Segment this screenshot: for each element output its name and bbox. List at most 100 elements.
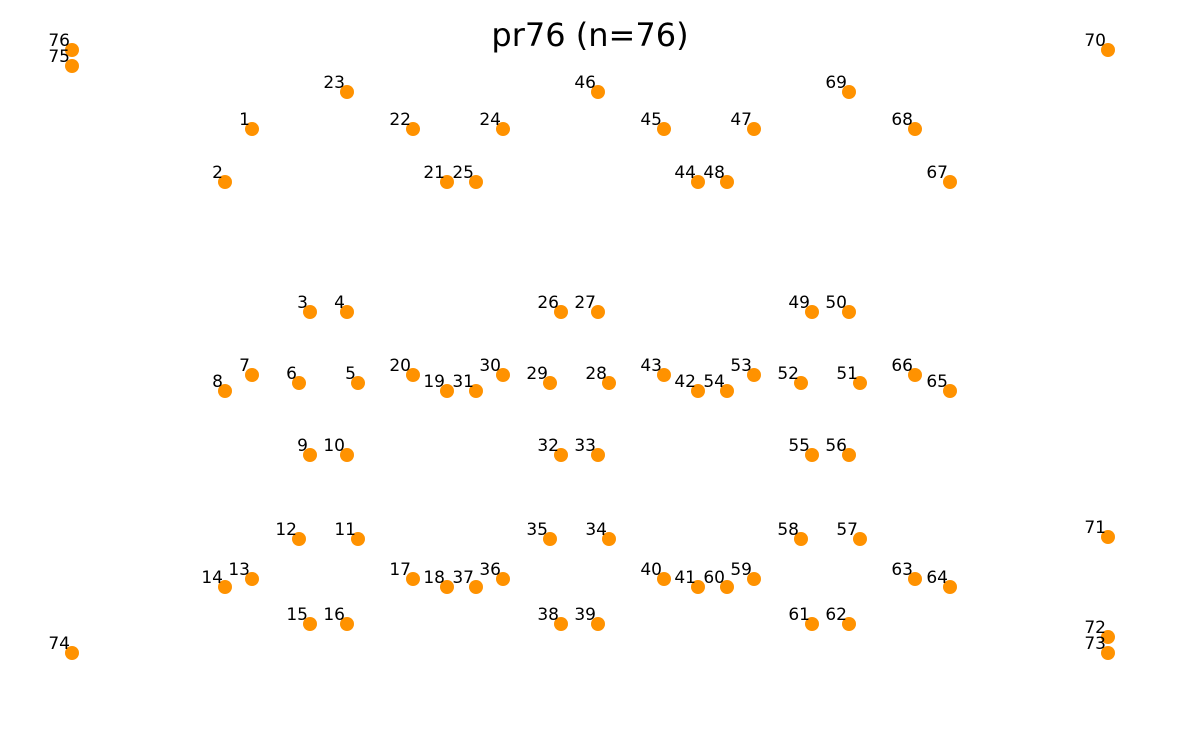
- point-label-17: 17: [389, 560, 411, 580]
- point-label-45: 45: [640, 110, 662, 130]
- scatter-point-23: [340, 85, 354, 99]
- point-label-9: 9: [297, 436, 308, 456]
- scatter-point-4: [340, 305, 354, 319]
- point-label-1: 1: [239, 110, 250, 130]
- scatter-point-39: [591, 617, 605, 631]
- point-label-60: 60: [703, 568, 725, 588]
- point-label-64: 64: [926, 568, 948, 588]
- point-label-66: 66: [891, 356, 913, 376]
- point-label-8: 8: [212, 372, 223, 392]
- scatter-point-51: [853, 376, 867, 390]
- scatter-point-1: [245, 122, 259, 136]
- points-layer: [65, 43, 1115, 660]
- scatter-point-24: [496, 122, 510, 136]
- scatter-point-63: [908, 572, 922, 586]
- point-label-54: 54: [703, 372, 725, 392]
- point-label-47: 47: [730, 110, 752, 130]
- point-label-37: 37: [452, 568, 474, 588]
- point-label-74: 74: [48, 634, 70, 654]
- point-label-5: 5: [345, 364, 356, 384]
- scatter-point-37: [469, 580, 483, 594]
- point-label-40: 40: [640, 560, 662, 580]
- scatter-point-3: [303, 305, 317, 319]
- point-label-7: 7: [239, 356, 250, 376]
- scatter-point-50: [842, 305, 856, 319]
- scatter-point-9: [303, 448, 317, 462]
- scatter-point-53: [747, 368, 761, 382]
- point-label-15: 15: [286, 605, 308, 625]
- scatter-point-36: [496, 572, 510, 586]
- point-label-73: 73: [1084, 634, 1106, 654]
- scatter-point-67: [943, 175, 957, 189]
- scatter-point-71: [1101, 530, 1115, 544]
- scatter-point-62: [842, 617, 856, 631]
- point-label-58: 58: [777, 520, 799, 540]
- scatter-point-60: [720, 580, 734, 594]
- scatter-point-7: [245, 368, 259, 382]
- point-label-59: 59: [730, 560, 752, 580]
- scatter-point-70: [1101, 43, 1115, 57]
- point-label-70: 70: [1084, 31, 1106, 51]
- point-label-35: 35: [526, 520, 548, 540]
- scatter-point-31: [469, 384, 483, 398]
- scatter-point-47: [747, 122, 761, 136]
- point-label-50: 50: [825, 293, 847, 313]
- point-label-65: 65: [926, 372, 948, 392]
- scatter-point-44: [691, 175, 705, 189]
- point-label-25: 25: [452, 163, 474, 183]
- scatter-point-55: [805, 448, 819, 462]
- point-label-16: 16: [323, 605, 345, 625]
- point-label-36: 36: [479, 560, 501, 580]
- scatter-point-13: [245, 572, 259, 586]
- scatter-point-56: [842, 448, 856, 462]
- scatter-point-19: [440, 384, 454, 398]
- scatter-point-58: [794, 532, 808, 546]
- point-label-44: 44: [674, 163, 696, 183]
- scatter-point-49: [805, 305, 819, 319]
- point-label-56: 56: [825, 436, 847, 456]
- scatter-point-29: [543, 376, 557, 390]
- point-label-55: 55: [788, 436, 810, 456]
- scatter-point-21: [440, 175, 454, 189]
- point-label-69: 69: [825, 73, 847, 93]
- scatter-point-33: [591, 448, 605, 462]
- scatter-point-2: [218, 175, 232, 189]
- scatter-point-17: [406, 572, 420, 586]
- scatter-point-73: [1101, 646, 1115, 660]
- scatter-point-32: [554, 448, 568, 462]
- scatter-point-61: [805, 617, 819, 631]
- point-label-31: 31: [452, 372, 474, 392]
- scatter-point-65: [943, 384, 957, 398]
- scatter-point-18: [440, 580, 454, 594]
- scatter-point-46: [591, 85, 605, 99]
- scatter-point-40: [657, 572, 671, 586]
- scatter-point-22: [406, 122, 420, 136]
- point-label-23: 23: [323, 73, 345, 93]
- scatter-point-68: [908, 122, 922, 136]
- scatter-point-57: [853, 532, 867, 546]
- point-label-32: 32: [537, 436, 559, 456]
- scatter-point-52: [794, 376, 808, 390]
- point-label-51: 51: [836, 364, 858, 384]
- point-label-13: 13: [228, 560, 250, 580]
- scatter-point-27: [591, 305, 605, 319]
- scatter-point-64: [943, 580, 957, 594]
- point-label-39: 39: [574, 605, 596, 625]
- scatter-point-59: [747, 572, 761, 586]
- scatter-point-15: [303, 617, 317, 631]
- scatter-point-8: [218, 384, 232, 398]
- scatter-point-48: [720, 175, 734, 189]
- point-label-10: 10: [323, 436, 345, 456]
- scatter-point-35: [543, 532, 557, 546]
- scatter-point-28: [602, 376, 616, 390]
- point-label-29: 29: [526, 364, 548, 384]
- point-label-14: 14: [201, 568, 223, 588]
- point-label-48: 48: [703, 163, 725, 183]
- scatter-point-16: [340, 617, 354, 631]
- scatter-point-54: [720, 384, 734, 398]
- scatter-point-11: [351, 532, 365, 546]
- point-label-11: 11: [334, 520, 356, 540]
- point-label-46: 46: [574, 73, 596, 93]
- point-label-28: 28: [585, 364, 607, 384]
